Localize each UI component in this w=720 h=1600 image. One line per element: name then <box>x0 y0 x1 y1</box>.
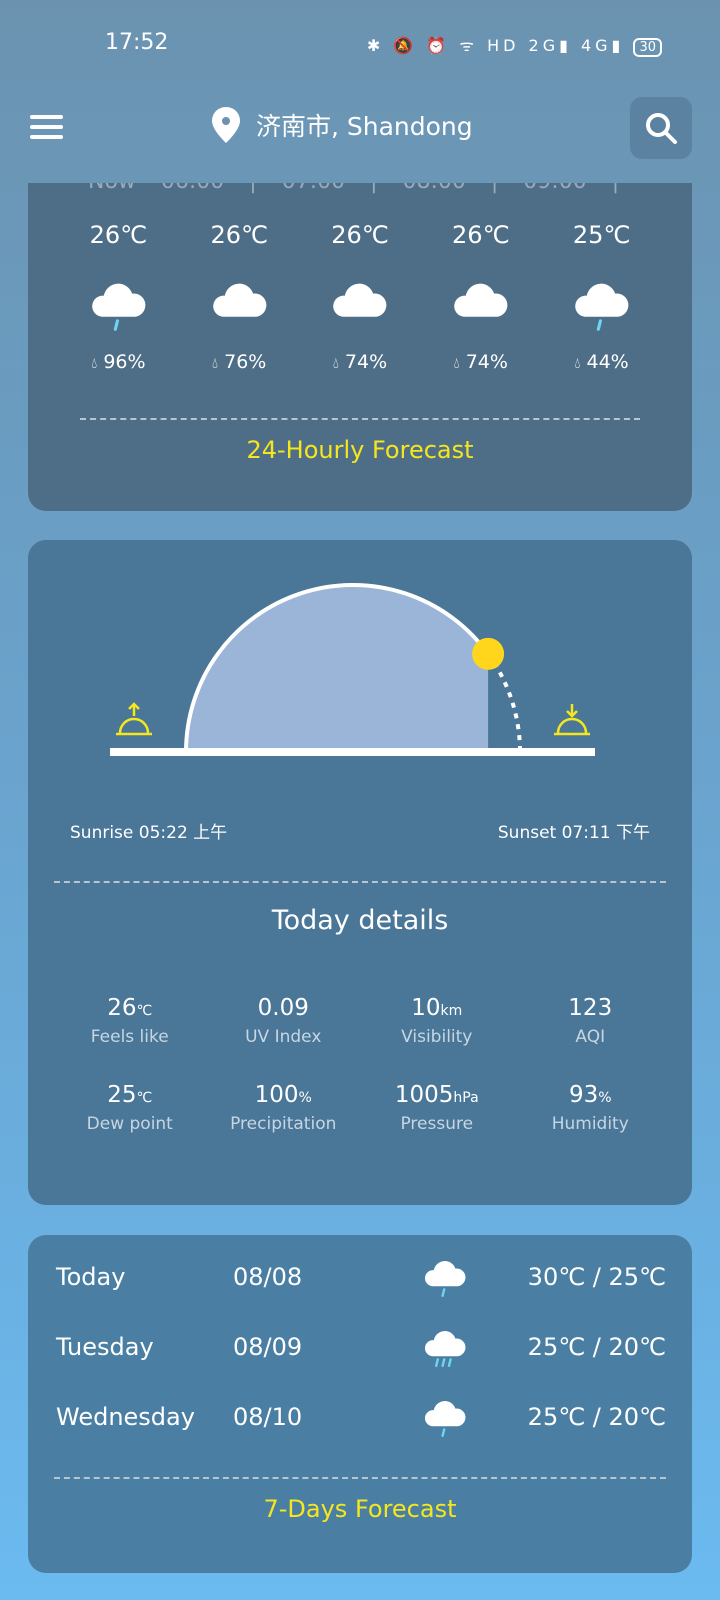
hourly-temp: 25℃ <box>572 221 631 249</box>
detail-label: Feels like <box>90 1027 169 1047</box>
detail-value: 0.09 <box>257 995 309 1021</box>
humidity-drop-icon: 💧︎ <box>332 354 339 372</box>
sun-card: Sunrise 05:22 上午 Sunset 07:11 下午 Today d… <box>28 540 692 1205</box>
daily-row[interactable]: Wednesday 08/10 25℃ / 20℃ <box>56 1401 666 1443</box>
day-date: 08/10 <box>233 1403 303 1431</box>
detail-value: 100 <box>254 1082 299 1108</box>
day-date: 08/08 <box>233 1263 303 1291</box>
day-date: 08/09 <box>233 1333 303 1361</box>
hourly-temp: 26℃ <box>89 221 148 249</box>
search-icon <box>646 113 677 144</box>
rain-cloud-icon <box>421 1259 469 1303</box>
heavy-rain-cloud-icon <box>421 1329 469 1373</box>
daily-row[interactable]: Today 08/08 30℃ / 25℃ <box>56 1261 666 1303</box>
hourly-humidity: 96% <box>103 351 146 373</box>
day-temp-range: 30℃ / 25℃ <box>527 1263 666 1291</box>
rain-cloud-icon <box>421 1399 469 1443</box>
detail-unit: % <box>598 1090 612 1106</box>
detail-aqi: 123 AQI <box>514 995 668 1047</box>
hourly-item: 26℃ 💧︎ 76% <box>179 221 300 373</box>
detail-unit: km <box>440 1003 463 1019</box>
today-details-title: Today details <box>271 905 449 936</box>
sunrise-time: Sunrise 05:22 上午 <box>70 823 228 843</box>
cloud-icon <box>179 281 300 351</box>
sunset-time: Sunset 07:11 下午 <box>497 823 650 843</box>
search-button[interactable] <box>630 97 692 159</box>
status-bar: 17:52 ✱ 🔕 ⏰ ᯤ HD 2G▮ 4G▮ 30 <box>0 0 720 90</box>
detail-value: 123 <box>568 995 613 1021</box>
hourly-forecast-link[interactable]: 24-Hourly Forecast <box>246 436 474 464</box>
day-name: Wednesday <box>56 1403 195 1431</box>
day-name: Today <box>56 1263 126 1291</box>
detail-unit: hPa <box>453 1090 479 1106</box>
hourly-times: Now 06:00 | 07:00 | 08:00 | 09:00 | <box>88 183 619 194</box>
rain-cloud-icon <box>541 281 662 351</box>
hourly-item: 26℃ 💧︎ 74% <box>300 221 421 373</box>
hourly-item: 25℃ 💧︎ 44% <box>541 221 662 373</box>
location-name: 济南市, Shandong <box>256 112 473 141</box>
detail-label: Visibility <box>401 1027 473 1047</box>
hourly-forecast-card: Now 06:00 | 07:00 | 08:00 | 09:00 | 26℃ … <box>28 183 692 511</box>
clock: 17:52 <box>105 30 169 55</box>
detail-visibility: 10km Visibility <box>360 995 514 1047</box>
detail-label: UV Index <box>245 1027 322 1047</box>
hourly-temp: 26℃ <box>210 221 268 249</box>
sun-path-diagram <box>110 583 595 756</box>
daily-row[interactable]: Tuesday 08/09 25℃ / 20℃ <box>56 1331 666 1373</box>
day-temp-range: 25℃ / 20℃ <box>527 1403 666 1431</box>
humidity-drop-icon: 💧︎ <box>453 354 460 372</box>
humidity-drop-icon: 💧︎ <box>574 354 581 372</box>
detail-dew-point: 25℃ Dew point <box>53 1082 207 1134</box>
status-icons: ✱ 🔕 ⏰ ᯤ HD 2G▮ 4G▮ 30 <box>367 34 662 57</box>
divider <box>54 881 666 883</box>
hourly-temp: 26℃ <box>452 221 510 249</box>
detail-label: AQI <box>575 1027 606 1047</box>
detail-value: 93 <box>568 1082 599 1108</box>
cloud-icon <box>300 281 421 351</box>
detail-unit: ℃ <box>136 1090 153 1106</box>
hourly-humidity: 74% <box>344 351 388 373</box>
sunset-icon <box>554 704 590 736</box>
divider <box>80 418 640 420</box>
detail-value: 26 <box>107 995 137 1021</box>
humidity-drop-icon: 💧︎ <box>91 354 98 372</box>
hourly-item: 26℃ 💧︎ 96% <box>58 221 179 373</box>
detail-value: 25 <box>107 1082 137 1108</box>
detail-label: Humidity <box>551 1114 629 1134</box>
detail-pressure: 1005hPa Pressure <box>360 1082 514 1134</box>
detail-label: Precipitation <box>230 1114 337 1134</box>
hourly-humidity: 44% <box>586 351 629 373</box>
divider <box>54 1477 666 1479</box>
battery-icon: 30 <box>633 38 662 57</box>
menu-button[interactable] <box>30 115 63 139</box>
cloud-icon <box>420 281 541 351</box>
humidity-drop-icon: 💧︎ <box>212 354 219 372</box>
detail-unit: ℃ <box>136 1003 153 1019</box>
hourly-humidity: 76% <box>224 351 267 373</box>
rain-cloud-icon <box>58 281 179 351</box>
sunrise-icon <box>116 702 152 736</box>
sun-icon <box>472 637 505 670</box>
detail-unit: % <box>298 1090 312 1106</box>
app-header: 济南市, Shandong <box>0 95 720 159</box>
hourly-humidity: 74% <box>465 351 508 373</box>
detail-precipitation: 100% Precipitation <box>207 1082 361 1134</box>
hourly-temp: 26℃ <box>331 221 389 249</box>
hourly-item: 26℃ 💧︎ 74% <box>420 221 541 373</box>
detail-uv-index: 0.09 UV Index <box>207 995 361 1047</box>
sun-arc <box>184 583 490 753</box>
detail-value: 1005 <box>394 1082 454 1108</box>
daily-forecast-link[interactable]: 7-Days Forecast <box>263 1495 457 1523</box>
sun-arc-fill <box>186 585 489 752</box>
detail-feels-like: 26℃ Feels like <box>53 995 207 1047</box>
day-temp-range: 25℃ / 20℃ <box>527 1333 666 1361</box>
detail-label: Pressure <box>400 1114 474 1134</box>
location[interactable]: 济南市, Shandong <box>212 107 473 143</box>
detail-value: 10 <box>411 995 441 1021</box>
day-name: Tuesday <box>56 1333 154 1361</box>
detail-label: Dew point <box>86 1114 173 1134</box>
daily-forecast-card: Today 08/08 30℃ / 25℃ Tuesday 08/09 25℃ / 20℃… <box>28 1235 692 1573</box>
detail-humidity: 93% Humidity <box>514 1082 668 1134</box>
location-pin-icon <box>212 107 240 143</box>
